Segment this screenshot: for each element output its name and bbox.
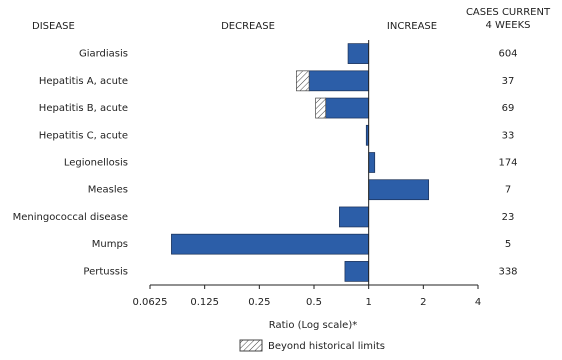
category-label: Meningococcal disease <box>13 212 128 223</box>
category-label: Measles <box>88 185 128 196</box>
bar <box>325 97 370 119</box>
bar <box>171 233 370 255</box>
bar <box>308 70 370 92</box>
bar <box>368 179 430 201</box>
cases-value: 33 <box>502 130 515 141</box>
x-tick-label: 4 <box>475 297 481 308</box>
legend-swatch <box>239 339 263 352</box>
bar-beyond-limits <box>315 97 327 119</box>
x-tick-label: 0.0625 <box>133 297 168 308</box>
category-label: Hepatitis B, acute <box>39 103 128 114</box>
header-decrease: DECREASE <box>221 21 275 32</box>
cases-value: 37 <box>502 76 515 87</box>
cases-value: 23 <box>502 212 515 223</box>
cases-value: 69 <box>502 103 515 114</box>
cases-value: 338 <box>498 266 517 277</box>
bar <box>368 152 376 173</box>
cases-value: 5 <box>505 239 511 250</box>
x-axis-label: Ratio (Log scale)* <box>269 320 357 331</box>
x-tick-label: 2 <box>420 297 426 308</box>
category-label: Hepatitis A, acute <box>39 76 128 87</box>
x-tick-label: 0.125 <box>190 297 219 308</box>
header-cases: CASES CURRENT <box>466 7 551 18</box>
bar-beyond-limits <box>296 70 310 92</box>
header-disease: DISEASE <box>32 21 75 32</box>
category-label: Hepatitis C, acute <box>39 130 128 141</box>
bar <box>344 261 370 282</box>
category-label: Mumps <box>92 239 128 250</box>
x-tick-label: 1 <box>365 297 371 308</box>
cases-value: 7 <box>505 185 511 196</box>
legend-label: Beyond historical limits <box>268 341 385 352</box>
header-increase: INCREASE <box>387 21 437 32</box>
category-label: Giardiasis <box>79 49 128 60</box>
cases-value: 604 <box>498 49 517 60</box>
bar <box>347 43 370 64</box>
category-label: Legionellosis <box>64 158 128 169</box>
bar <box>339 206 370 228</box>
header-cases: 4 WEEKS <box>486 20 531 31</box>
cases-value: 174 <box>498 158 517 169</box>
x-tick-label: 0.25 <box>248 297 270 308</box>
category-label: Pertussis <box>83 266 128 277</box>
x-tick-label: 0.5 <box>306 297 322 308</box>
